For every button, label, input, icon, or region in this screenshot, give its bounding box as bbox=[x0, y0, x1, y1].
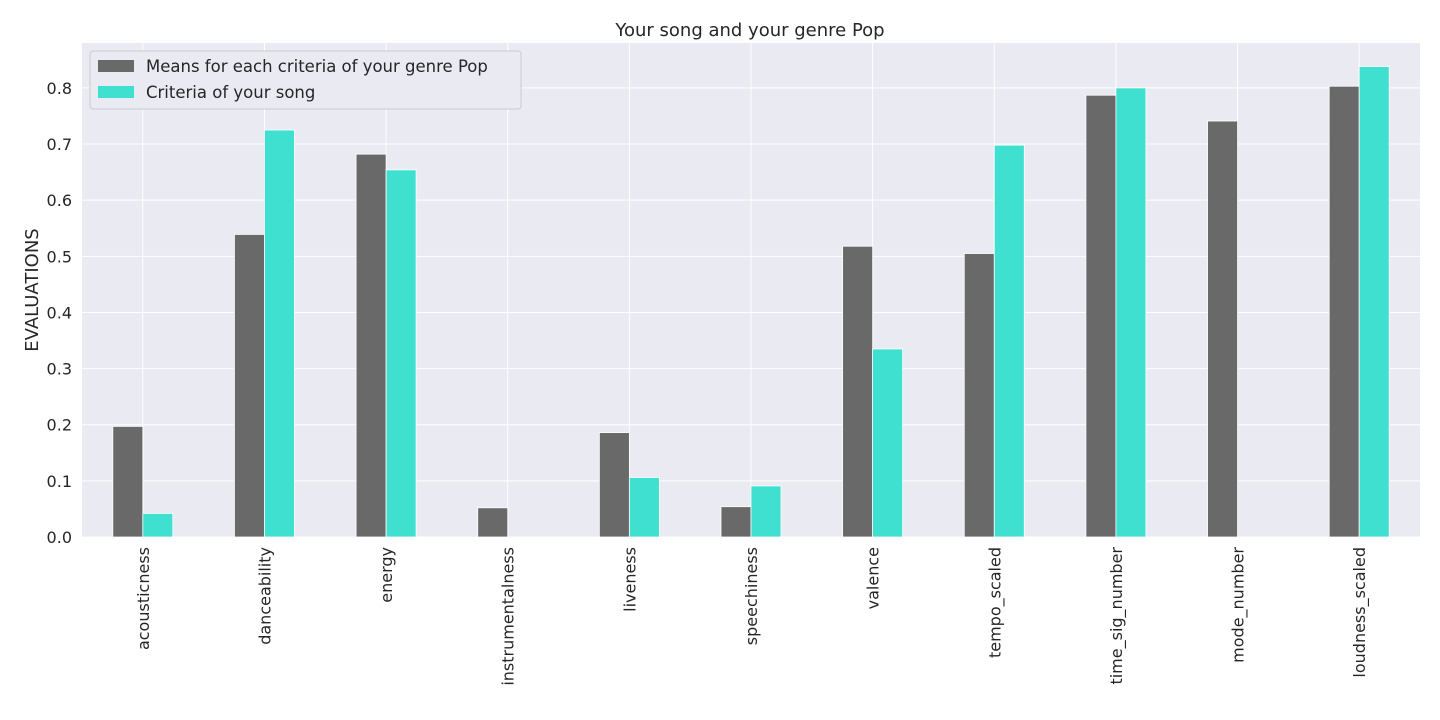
legend-swatch-genre-mean bbox=[98, 60, 134, 72]
bar-song-liveness bbox=[628, 477, 660, 538]
bar-song-tempo_scaled bbox=[993, 144, 1025, 538]
legend-label-genre-mean: Means for each criteria of your genre Po… bbox=[146, 57, 488, 76]
bar-genre-mean-speechiness bbox=[720, 506, 752, 538]
y-tick-label: 0.3 bbox=[47, 360, 72, 379]
x-tick-label: instrumentalness bbox=[499, 547, 518, 686]
legend-swatch-song bbox=[98, 86, 134, 98]
y-tick-label: 0.4 bbox=[47, 303, 72, 322]
x-tick-label: liveness bbox=[620, 547, 639, 612]
bar-genre-mean-energy bbox=[355, 153, 387, 538]
y-tick-label: 0.7 bbox=[47, 135, 72, 154]
bar-song-loudness_scaled bbox=[1358, 66, 1390, 538]
x-tick-label: time_sig_number bbox=[1107, 547, 1127, 685]
chart-title: Your song and your genre Pop bbox=[614, 20, 884, 41]
y-tick-label: 0.2 bbox=[47, 416, 72, 435]
bar-genre-mean-liveness bbox=[598, 432, 630, 538]
legend-label-song: Criteria of your song bbox=[146, 83, 315, 102]
y-tick-label: 0.5 bbox=[47, 247, 72, 266]
bar-song-time_sig_number bbox=[1115, 87, 1147, 538]
bar-genre-mean-danceability bbox=[234, 234, 265, 538]
bar-genre-mean-mode_number bbox=[1207, 120, 1238, 538]
x-tick-label: mode_number bbox=[1229, 547, 1249, 663]
bar-song-energy bbox=[385, 169, 417, 538]
x-tick-label: acousticness bbox=[134, 547, 153, 650]
x-tick-label: danceability bbox=[255, 547, 274, 645]
y-tick-label: 0.0 bbox=[47, 528, 72, 547]
bar-song-danceability bbox=[264, 129, 295, 538]
x-tick-label: valence bbox=[864, 547, 883, 609]
bar-genre-mean-acousticness bbox=[112, 426, 144, 538]
y-tick-labels: 0.0 0.1 0.2 0.3 0.4 0.5 0.6 0.7 0.8 bbox=[47, 79, 72, 547]
x-tick-label: loudness_scaled bbox=[1350, 547, 1370, 678]
y-tick-label: 0.8 bbox=[47, 79, 72, 98]
bar-genre-mean-instrumentalness bbox=[477, 507, 509, 538]
bar-song-speechiness bbox=[750, 485, 782, 538]
x-tick-label: energy bbox=[377, 547, 396, 603]
bar-genre-mean-loudness_scaled bbox=[1328, 85, 1360, 538]
y-tick-label: 0.6 bbox=[47, 191, 72, 210]
legend-box bbox=[89, 50, 522, 110]
y-tick-label: 0.1 bbox=[47, 472, 72, 491]
bars bbox=[112, 66, 1390, 538]
bar-genre-mean-valence bbox=[842, 245, 874, 538]
bar-genre-mean-time_sig_number bbox=[1085, 94, 1117, 538]
bar-song-valence bbox=[872, 348, 904, 538]
legend: Means for each criteria of your genre Po… bbox=[89, 50, 522, 110]
x-tick-label: speechiness bbox=[742, 547, 761, 645]
x-tick-labels: acousticness danceability energy instrument… bbox=[134, 547, 1370, 686]
y-axis-label: EVALUATIONS bbox=[22, 228, 43, 351]
bar-genre-mean-tempo_scaled bbox=[963, 253, 995, 538]
x-tick-label: tempo_scaled bbox=[985, 547, 1005, 658]
bar-song-acousticness bbox=[142, 513, 174, 538]
